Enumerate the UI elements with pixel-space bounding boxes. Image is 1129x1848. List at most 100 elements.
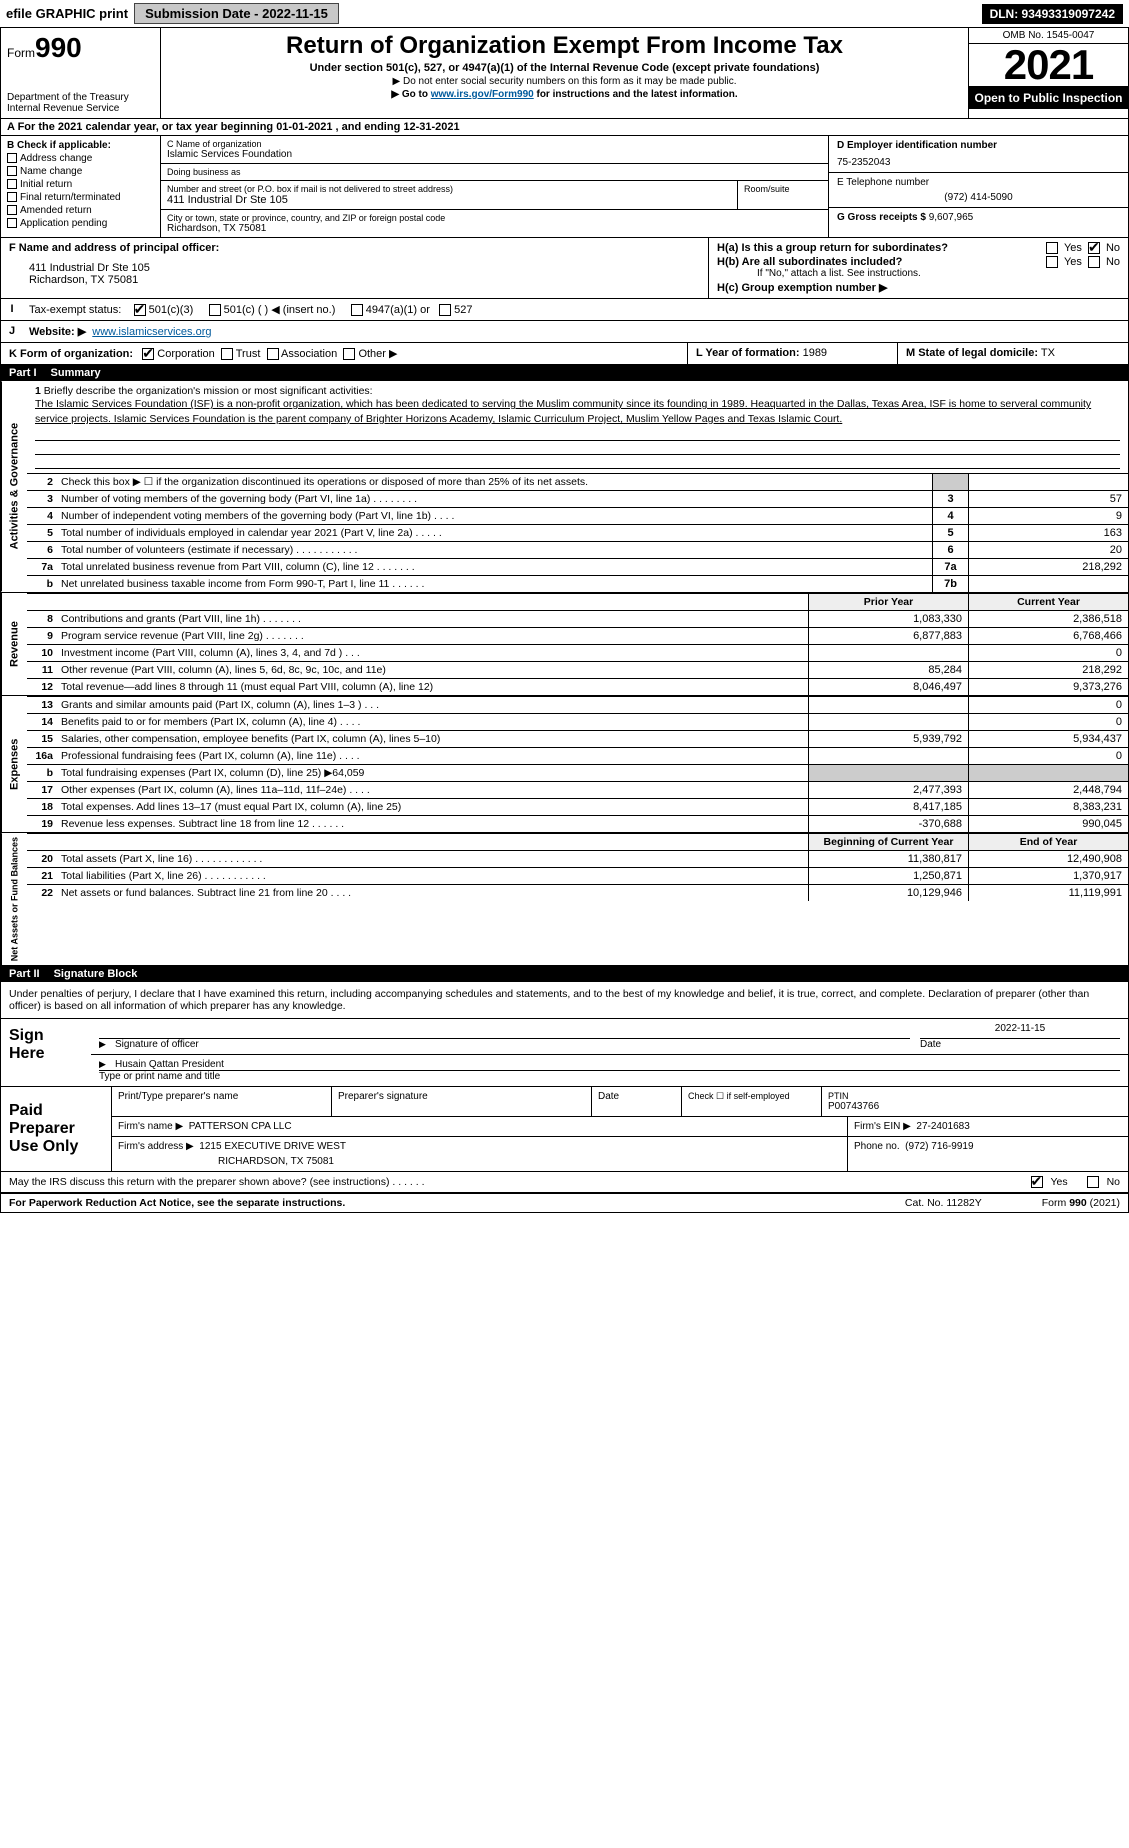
col-d: D Employer identification number 75-2352… (828, 136, 1128, 237)
irs-link[interactable]: www.irs.gov/Form990 (431, 89, 534, 100)
form-note2: ▶ Go to www.irs.gov/Form990 for instruct… (169, 89, 960, 100)
mission-num: 1 (35, 385, 41, 397)
chk-527[interactable] (439, 304, 451, 316)
dba-label: Doing business as (167, 167, 822, 177)
li-num: 4 (27, 508, 57, 524)
li-text: Net assets or fund balances. Subtract li… (57, 885, 808, 901)
li-prior: 1,250,871 (808, 868, 968, 884)
hb-note: If "No," attach a list. See instructions… (757, 268, 1120, 279)
footer: For Paperwork Reduction Act Notice, see … (1, 1193, 1128, 1212)
chk-corp[interactable] (142, 348, 154, 360)
li-prior: 11,380,817 (808, 851, 968, 867)
li-current (968, 765, 1128, 781)
l-year-label: L Year of formation: (696, 347, 800, 359)
li-text: Total expenses. Add lines 13–17 (must eq… (57, 799, 808, 815)
ha-yes-chk[interactable] (1046, 242, 1058, 254)
f-addr1: 411 Industrial Dr Ste 105 (29, 262, 700, 274)
chk-initial[interactable] (7, 179, 17, 189)
vlabel-governance: Activities & Governance (1, 381, 27, 591)
netassets-header: Beginning of Current Year End of Year (27, 833, 1128, 850)
firm-name-label: Firm's name ▶ (118, 1121, 183, 1132)
prep-label2: Preparer (9, 1120, 103, 1138)
line-item: 12 Total revenue—add lines 8 through 11 … (27, 678, 1128, 695)
chk-assoc[interactable] (267, 348, 279, 360)
addr-label: Number and street (or P.O. box if mail i… (167, 184, 731, 194)
li-num: 2 (27, 474, 57, 490)
line-item: 6 Total number of volunteers (estimate i… (27, 541, 1128, 558)
chk-trust[interactable] (221, 348, 233, 360)
li-text: Total number of individuals employed in … (57, 525, 932, 541)
li-num: 7a (27, 559, 57, 575)
li-prior: 85,284 (808, 662, 968, 678)
prep-label1: Paid (9, 1102, 103, 1120)
li-current: 0 (968, 714, 1128, 730)
chk-501c[interactable] (209, 304, 221, 316)
li-text: Total assets (Part X, line 16) . . . . .… (57, 851, 808, 867)
m-state-label: M State of legal domicile: (906, 347, 1038, 359)
chk-pending[interactable] (7, 218, 17, 228)
firm-ein-label: Firm's EIN ▶ (854, 1121, 911, 1132)
line-item: 19 Revenue less expenses. Subtract line … (27, 815, 1128, 832)
li-prior: 6,877,883 (808, 628, 968, 644)
prep-phone: (972) 716-9919 (905, 1141, 973, 1152)
chk-other[interactable] (343, 348, 355, 360)
line-item: 16a Professional fundraising fees (Part … (27, 747, 1128, 764)
submission-date-button[interactable]: Submission Date - 2022-11-15 (134, 3, 339, 24)
form-header: Form990 Department of the Treasury Inter… (1, 28, 1128, 119)
mission-block: 1 Briefly describe the organization's mi… (27, 381, 1128, 472)
discuss-yes-chk[interactable] (1031, 1176, 1043, 1188)
li-num: 21 (27, 868, 57, 884)
li-prior: 8,417,185 (808, 799, 968, 815)
li-prior (808, 697, 968, 713)
li-num: 6 (27, 542, 57, 558)
li-text: Salaries, other compensation, employee b… (57, 731, 808, 747)
line-item: 21 Total liabilities (Part X, line 26) .… (27, 867, 1128, 884)
li-box: 6 (932, 542, 968, 558)
li-text: Investment income (Part VIII, column (A)… (57, 645, 808, 661)
firm-ein: 27-2401683 (916, 1121, 969, 1132)
discuss-no-chk[interactable] (1087, 1176, 1099, 1188)
expenses-section: Expenses 13 Grants and similar amounts p… (1, 696, 1128, 833)
li-num: 13 (27, 697, 57, 713)
li-prior: 5,939,792 (808, 731, 968, 747)
sign-here-row: Sign Here Signature of officer 2022-11-1… (1, 1019, 1128, 1087)
chk-address[interactable] (7, 153, 17, 163)
gross-value: 9,607,965 (929, 212, 974, 223)
dept-label: Department of the Treasury (7, 92, 154, 103)
city-value: Richardson, TX 75081 (167, 223, 822, 234)
chk-name[interactable] (7, 166, 17, 176)
prep-h4: Check ☐ if self-employed (682, 1087, 822, 1116)
room-label: Room/suite (744, 184, 822, 194)
li-text: Program service revenue (Part VIII, line… (57, 628, 808, 644)
ha-no-chk[interactable] (1088, 242, 1100, 254)
li-current: 11,119,991 (968, 885, 1128, 901)
li-prior (808, 645, 968, 661)
efile-label: efile GRAPHIC print (6, 6, 128, 21)
line-item: b Net unrelated business taxable income … (27, 575, 1128, 592)
prior-year-header: Prior Year (808, 594, 968, 610)
li-box: 4 (932, 508, 968, 524)
j-label: Website: ▶ (29, 326, 86, 338)
chk-amended[interactable] (7, 205, 17, 215)
hc-label: H(c) Group exemption number ▶ (717, 281, 1120, 294)
vlabel-netassets: Net Assets or Fund Balances (1, 833, 27, 965)
org-name: Islamic Services Foundation (167, 149, 822, 160)
website-link[interactable]: www.islamicservices.org (92, 326, 211, 338)
mission-text: The Islamic Services Foundation (ISF) is… (35, 397, 1120, 426)
hb-no-chk[interactable] (1088, 256, 1100, 268)
i-label: Tax-exempt status: (29, 304, 121, 316)
chk-4947[interactable] (351, 304, 363, 316)
li-current: 0 (968, 697, 1128, 713)
li-num: 12 (27, 679, 57, 695)
li-prior: 2,477,393 (808, 782, 968, 798)
sig-officer-label: Signature of officer (99, 1039, 910, 1050)
line-item: 10 Investment income (Part VIII, column … (27, 644, 1128, 661)
li-text: Total fundraising expenses (Part IX, col… (57, 765, 808, 781)
hb-label: H(b) Are all subordinates included? (717, 256, 1040, 268)
firm-addr2: RICHARDSON, TX 75081 (218, 1156, 841, 1167)
chk-final[interactable] (7, 192, 17, 202)
section-bcde: B Check if applicable: Address change Na… (1, 136, 1128, 238)
hb-yes-chk[interactable] (1046, 256, 1058, 268)
chk-501c3[interactable] (134, 304, 146, 316)
inspection-label: Open to Public Inspection (969, 86, 1128, 109)
